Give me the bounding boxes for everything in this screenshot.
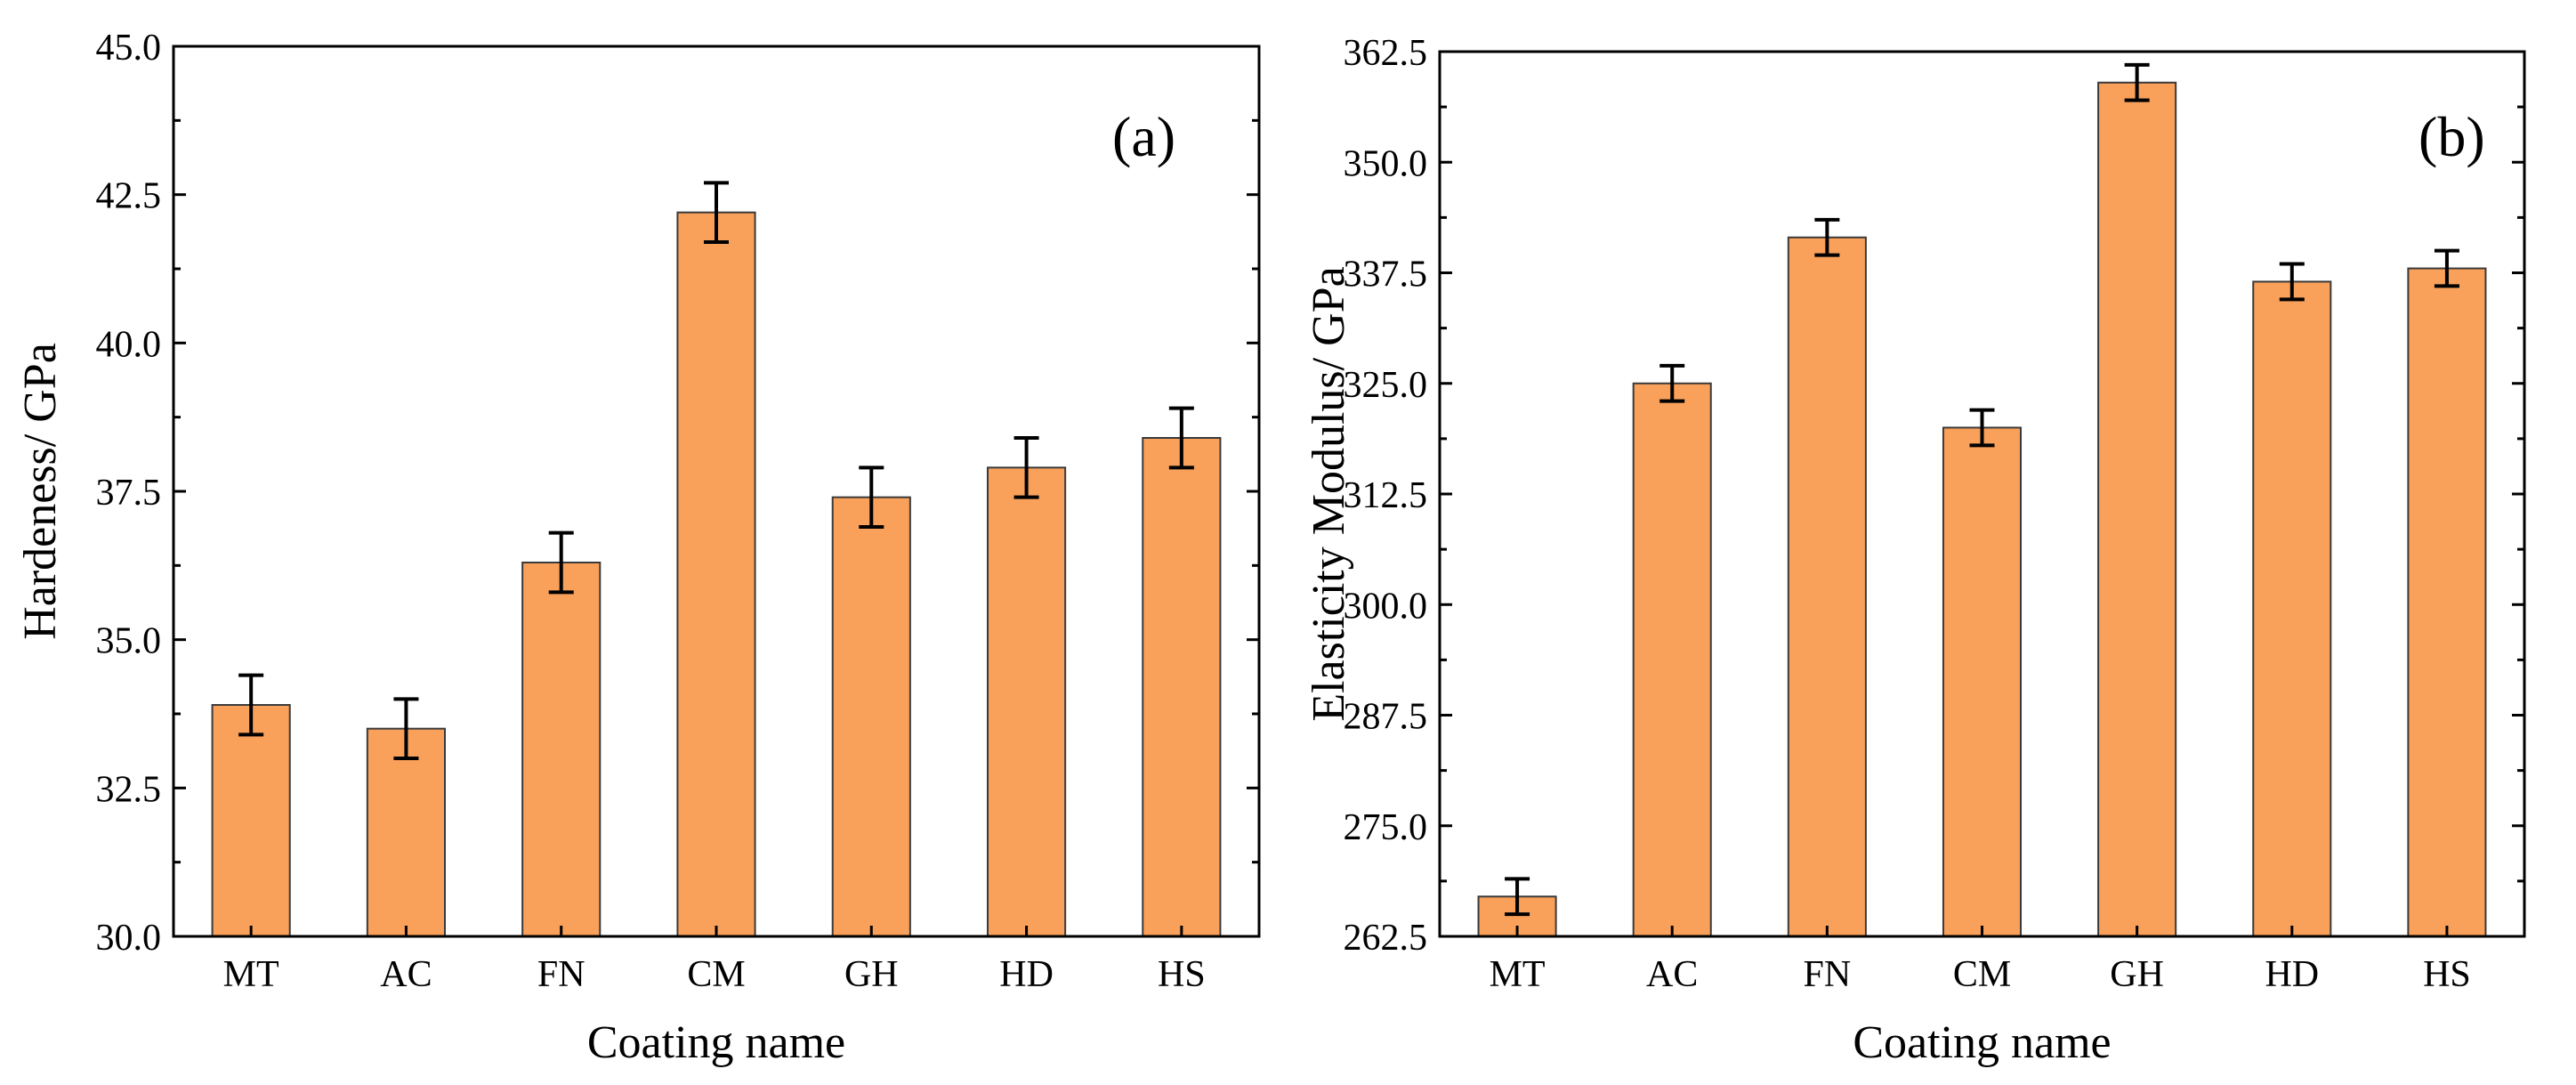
bar-fn xyxy=(1787,236,1867,937)
error-bar-fn xyxy=(548,530,574,595)
x-tick-label: CM xyxy=(1953,954,2011,995)
x-axis-label: Coating name xyxy=(587,1017,845,1068)
bar-hs xyxy=(2407,267,2487,937)
y-ticks-group: 30.0 32.5 35.0 37.5 40.0 42.5 45.0 xyxy=(96,28,1259,959)
bar-fn xyxy=(521,562,602,937)
bars-group xyxy=(1477,81,2487,938)
y-tick-label: 350.0 xyxy=(1344,143,1428,184)
x-tick-label: GH xyxy=(2110,954,2164,995)
bar-hd xyxy=(2252,280,2332,937)
error-bars-group xyxy=(1505,62,2459,917)
error-bar-gh xyxy=(2124,62,2150,102)
y-tick-label: 45.0 xyxy=(96,28,162,69)
x-ticks-group: MT AC FN CM GH HD HS xyxy=(223,926,1206,995)
error-bar-cm xyxy=(704,181,729,244)
x-tick-label: MT xyxy=(1490,954,1546,995)
x-tick-label: MT xyxy=(223,954,279,995)
error-bars-group xyxy=(238,181,1194,760)
error-bar-hs xyxy=(2434,248,2459,288)
x-axis-label: Coating name xyxy=(1853,1017,2111,1068)
x-tick-label: HD xyxy=(2265,954,2319,995)
x-tick-label: GH xyxy=(844,954,899,995)
x-tick-label: HD xyxy=(999,954,1054,995)
bar-gh xyxy=(831,496,911,938)
chart-panel-b: 262.5 275.0 287.5 300.0 312.5 325.0 337.5 350.0… xyxy=(1304,33,2526,1068)
error-bar-ac xyxy=(1659,363,1685,403)
y-tick-label: 40.0 xyxy=(96,324,162,365)
y-tick-label: 362.5 xyxy=(1344,33,1428,74)
y-tick-label: 337.5 xyxy=(1344,255,1428,296)
y-axis-label: Elasticity Modulus/ GPa xyxy=(1304,266,1354,721)
error-bar-ac xyxy=(393,697,419,760)
bar-gh xyxy=(2097,81,2177,938)
panel-label: (a) xyxy=(1112,105,1175,168)
error-bar-gh xyxy=(859,466,884,529)
bar-hd xyxy=(987,466,1067,937)
y-ticks-group: 262.5 275.0 287.5 300.0 312.5 325.0 337.5 350.0… xyxy=(1344,33,2524,959)
x-tick-label: HS xyxy=(2423,954,2471,995)
error-bar-hd xyxy=(2279,262,2305,302)
y-tick-label: 275.0 xyxy=(1344,807,1428,848)
x-tick-label: CM xyxy=(687,954,745,995)
error-bar-hd xyxy=(1013,436,1039,499)
x-tick-label: AC xyxy=(1646,954,1698,995)
x-tick-label: FN xyxy=(1804,954,1852,995)
error-bar-hs xyxy=(1168,406,1194,470)
bars-group xyxy=(211,211,1222,938)
error-bar-cm xyxy=(1969,408,1995,448)
bar-ac xyxy=(366,727,447,938)
y-tick-label: 42.5 xyxy=(96,176,162,217)
panel-label: (b) xyxy=(2419,105,2485,168)
x-tick-label: HS xyxy=(1158,954,1206,995)
x-tick-label: FN xyxy=(537,954,585,995)
y-tick-label: 30.0 xyxy=(96,918,162,959)
y-tick-label: 287.5 xyxy=(1344,697,1428,738)
error-bar-mt xyxy=(238,673,264,737)
x-tick-label: AC xyxy=(380,954,432,995)
error-bar-fn xyxy=(1814,217,1840,257)
y-tick-label: 37.5 xyxy=(96,473,162,514)
y-tick-label: 312.5 xyxy=(1344,475,1428,516)
y-axis-label: Hardeness/ GPa xyxy=(15,343,66,640)
y-tick-label: 32.5 xyxy=(96,769,162,810)
y-tick-label: 35.0 xyxy=(96,621,162,662)
bar-cm xyxy=(1942,426,2023,937)
y-tick-label: 300.0 xyxy=(1344,586,1428,627)
bar-ac xyxy=(1632,382,1712,937)
chart-panel-a: 30.0 32.5 35.0 37.5 40.0 42.5 45.0 MT AC FN CM GH H… xyxy=(15,28,1261,1068)
bar-cm xyxy=(676,211,756,937)
bar-hs xyxy=(1142,437,1222,937)
y-tick-label: 325.0 xyxy=(1344,365,1428,406)
bar-mt xyxy=(211,704,291,937)
error-bar-mt xyxy=(1505,877,1530,917)
x-ticks-group: MT AC FN CM GH HD HS xyxy=(1490,926,2471,995)
y-tick-label: 262.5 xyxy=(1344,918,1428,959)
